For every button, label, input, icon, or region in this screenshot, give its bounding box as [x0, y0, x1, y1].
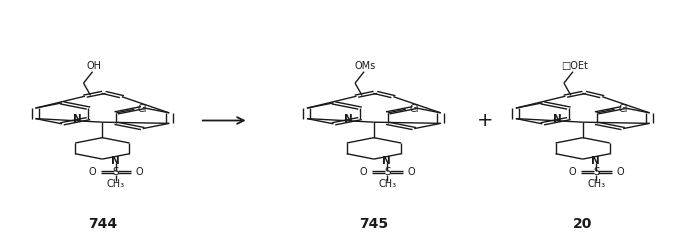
Text: N: N: [553, 114, 562, 124]
Text: 744: 744: [88, 217, 117, 231]
Text: S: S: [593, 167, 600, 177]
Text: +: +: [477, 111, 493, 130]
Text: OH: OH: [87, 61, 101, 71]
Text: O: O: [360, 167, 368, 177]
Text: O: O: [408, 167, 415, 177]
Text: □OEt: □OEt: [561, 61, 588, 71]
Text: O: O: [88, 167, 96, 177]
Text: 745: 745: [359, 217, 389, 231]
Text: Cl: Cl: [138, 104, 147, 114]
Text: Cl: Cl: [410, 104, 419, 114]
Text: O: O: [569, 167, 577, 177]
Text: 20: 20: [573, 217, 593, 231]
Text: N: N: [73, 114, 82, 124]
Text: O: O: [616, 167, 624, 177]
Text: S: S: [384, 167, 391, 177]
Text: N: N: [591, 156, 600, 167]
Text: CH₃: CH₃: [587, 179, 605, 189]
Text: N: N: [382, 156, 391, 167]
Text: O: O: [136, 167, 143, 177]
Text: N: N: [345, 114, 353, 124]
Text: Cl: Cl: [618, 104, 628, 114]
Text: N: N: [111, 156, 120, 167]
Text: OMs: OMs: [355, 61, 376, 71]
Text: CH₃: CH₃: [107, 179, 125, 189]
Text: S: S: [113, 167, 120, 177]
Text: CH₃: CH₃: [378, 179, 396, 189]
